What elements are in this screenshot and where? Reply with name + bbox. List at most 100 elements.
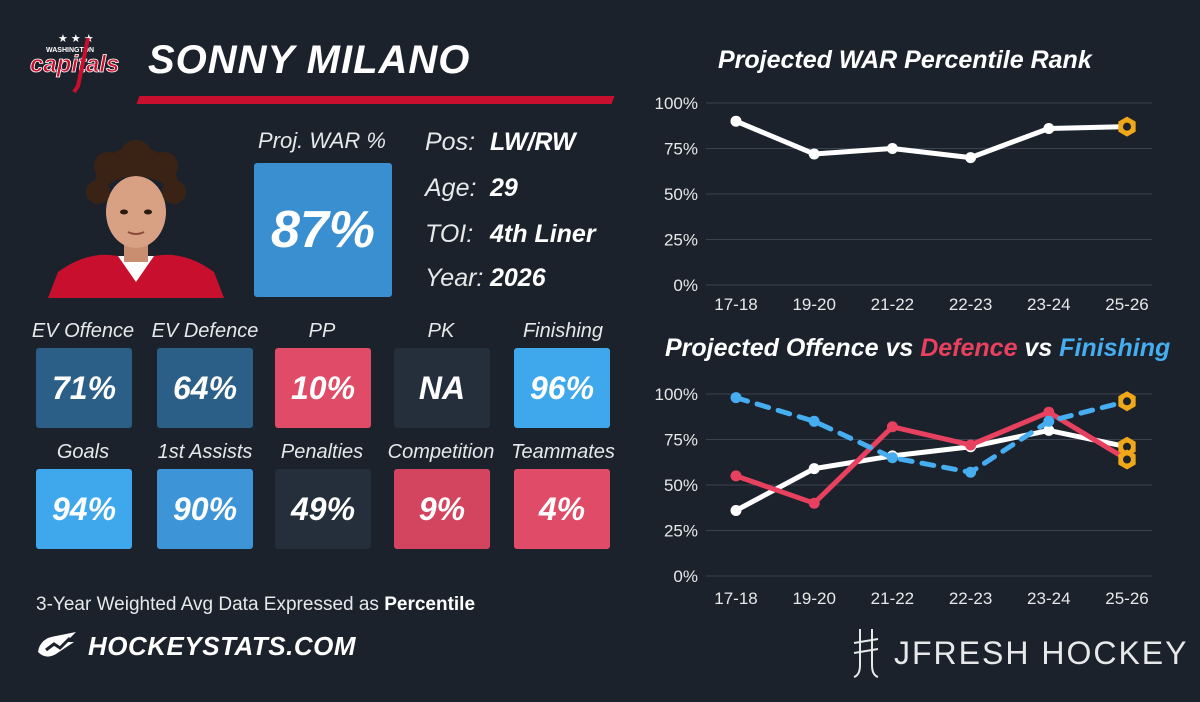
footnote-bold: Percentile (384, 594, 476, 615)
x-tick-label: 23-24 (1027, 589, 1070, 608)
data-point (1043, 415, 1055, 427)
data-point (808, 497, 820, 509)
data-point (730, 392, 742, 404)
series-line (733, 395, 1130, 475)
player-name: SONNY MILANO (148, 38, 471, 82)
stat-label: Competition (387, 441, 495, 463)
projection-marker-dot (1123, 397, 1131, 406)
stat-tile-ev-defence: 64% (157, 348, 253, 428)
war-value: 87% (270, 201, 376, 259)
stat-tile-first-assists: 90% (157, 469, 253, 549)
footnote-text: 3-Year Weighted Avg Data Expressed as (36, 594, 385, 615)
y-tick-label: 25% (664, 231, 698, 250)
stat-tile-ev-offence: 71% (36, 348, 132, 428)
y-tick-label: 100% (655, 94, 698, 113)
header-accent-bar (136, 96, 615, 104)
y-tick-label: 0% (673, 567, 698, 586)
stat-label: EV Defence (151, 320, 259, 342)
stat-label: PK (427, 320, 455, 342)
data-point (1043, 406, 1055, 418)
data-point (730, 470, 742, 482)
jfresh-logo: JFRESH HOCKEY (850, 625, 1188, 681)
y-tick-label: 75% (664, 140, 698, 159)
svg-text:★ ★ ★: ★ ★ ★ (58, 33, 94, 45)
stat-label: Penalties (280, 441, 364, 463)
x-tick-label: 22-23 (949, 589, 992, 608)
data-point (1043, 122, 1055, 134)
stat-label: Goals (56, 441, 110, 463)
stat-label: PP (308, 320, 336, 342)
info-key: Age: (425, 174, 477, 202)
data-point (808, 148, 820, 160)
data-point (730, 504, 742, 516)
x-tick-label: 19-20 (792, 295, 835, 314)
stat-label: Teammates (511, 441, 615, 463)
stat-tile-penalties: 49% (275, 469, 371, 549)
data-point (965, 152, 977, 164)
data-point (886, 143, 898, 154)
stat-tile-pp: 10% (275, 348, 371, 428)
data-point (1043, 424, 1055, 436)
chart2-title-part: vs (1017, 334, 1060, 362)
stat-label: EV Offence (31, 320, 135, 342)
war-tile: 87% (254, 163, 392, 297)
jfresh-text: JFRESH HOCKEY (894, 634, 1189, 671)
team-logo: ★ ★ ★ WASHINGTON capitals (28, 28, 138, 98)
chart2-title: Projected Offence vs Defence vs Finishin… (665, 334, 1170, 363)
series-line (733, 118, 1130, 161)
hockeystats-logo: HOCKEYSTATS.COM (36, 630, 356, 662)
y-tick-label: 50% (664, 185, 698, 204)
data-point (965, 439, 977, 451)
hockeystats-icon (38, 632, 76, 657)
x-tick-label: 17-18 (714, 589, 757, 608)
jfresh-icon (853, 629, 879, 678)
info-key: Pos: (425, 128, 476, 156)
stat-tile-competition: 9% (394, 469, 490, 549)
offence-defence-finishing-chart: 100% 75% 50% 25% 0% 17-18 19-20 21-22 22-23 23-24… (655, 385, 1152, 608)
chart2-title-finishing: Finishing (1059, 334, 1171, 362)
x-tick-label: 17-18 (714, 295, 757, 314)
y-tick-label: 100% (655, 385, 698, 404)
projection-marker-dot (1123, 455, 1131, 464)
war-label: Proj. WAR % (258, 128, 386, 153)
stat-tile-teammates: 4% (514, 469, 610, 549)
info-value: 2026 (490, 264, 546, 292)
x-tick-label: 25-26 (1105, 295, 1148, 314)
svg-text:WASHINGTON: WASHINGTON (46, 47, 94, 54)
player-headshot (48, 132, 224, 298)
info-value: 4th Liner (490, 220, 596, 248)
stat-tile-pk: NA (394, 348, 490, 428)
hockeystats-text: HOCKEYSTATS.COM (88, 630, 356, 661)
data-point (808, 463, 820, 475)
x-tick-label: 21-22 (871, 295, 914, 314)
stat-label: Finishing (522, 320, 604, 342)
y-tick-label: 75% (664, 431, 698, 450)
x-tick-label: 23-24 (1027, 295, 1070, 314)
info-value: 29 (490, 174, 518, 202)
stat-tile-goals: 94% (36, 469, 132, 549)
chart2-title-defence: Defence (920, 334, 1018, 362)
info-key: Year: (425, 264, 484, 292)
data-point (886, 421, 898, 433)
info-key: TOI: (425, 220, 474, 248)
war-percentile-chart: 100% 75% 50% 25% 0% 17-18 19-20 21-22 22-23 23-24… (655, 94, 1152, 314)
data-point (808, 415, 820, 427)
data-point (965, 466, 977, 478)
stat-tile-finishing: 96% (514, 348, 610, 428)
projection-marker-dot (1123, 122, 1131, 131)
x-tick-label: 25-26 (1105, 589, 1148, 608)
y-tick-label: 25% (664, 522, 698, 541)
data-point (886, 452, 898, 464)
data-point (730, 115, 742, 127)
projection-marker-dot (1123, 442, 1131, 451)
chart1-title: Projected WAR Percentile Rank (718, 46, 1092, 74)
stat-label: 1st Assists (157, 441, 253, 463)
info-value: LW/RW (490, 128, 576, 156)
y-tick-label: 50% (664, 476, 698, 495)
x-tick-label: 21-22 (871, 589, 914, 608)
svg-text:capitals: capitals (30, 51, 119, 78)
x-tick-label: 19-20 (792, 589, 835, 608)
y-tick-label: 0% (673, 276, 698, 295)
x-tick-label: 22-23 (949, 295, 992, 314)
chart2-title-part: Projected Offence vs (665, 334, 921, 362)
